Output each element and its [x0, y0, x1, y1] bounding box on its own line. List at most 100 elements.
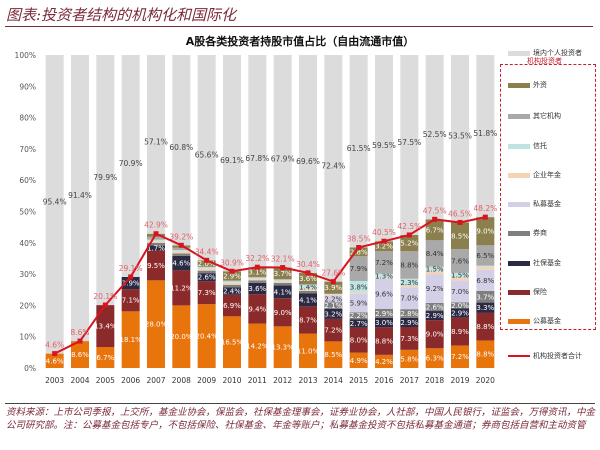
bar-segment — [375, 354, 393, 368]
total-data-label: 47.5% — [423, 206, 447, 215]
bar-data-label: 69.1% — [220, 156, 244, 165]
bar-data-label: 70.9% — [119, 159, 143, 168]
total-line-marker — [330, 279, 336, 285]
bar-segment — [324, 308, 343, 319]
legend-swatch — [508, 260, 530, 266]
bar-data-label: 3.6% — [299, 275, 317, 283]
total-data-label: 46.5% — [448, 209, 472, 218]
legend-label: 信托 — [533, 142, 547, 150]
bar-data-label: 7.1% — [122, 297, 140, 305]
bar-segment — [375, 317, 393, 328]
bar-data-label: 59.5% — [372, 141, 396, 150]
legend-item: 公募基金 — [508, 316, 561, 326]
legend-item-total: 机构投资者合计 — [508, 351, 582, 361]
total-data-label: 40.5% — [372, 228, 396, 237]
bar-segment — [197, 266, 216, 268]
bar-data-label: 2.0% — [198, 260, 216, 268]
total-data-label: 30.9% — [220, 258, 244, 267]
bar-segment — [375, 251, 393, 274]
bar-segment — [273, 298, 292, 327]
bar-segment — [273, 279, 292, 282]
legend-swatch — [508, 113, 530, 119]
bar-segment — [425, 320, 444, 349]
total-data-label: 38.5% — [347, 234, 371, 243]
bar-segment — [172, 247, 191, 250]
total-data-label: 27.6% — [321, 269, 345, 278]
x-tick-label: 2013 — [298, 376, 317, 385]
bar-data-label: 2.7% — [350, 320, 368, 328]
legend-label: 社保基金 — [533, 259, 561, 267]
bar-segment — [324, 281, 343, 294]
x-tick-label: 2009 — [197, 376, 216, 385]
bar-data-label: 5.9% — [350, 300, 368, 308]
x-tick-label: 2012 — [273, 376, 292, 385]
bar-data-label: 2.9% — [375, 310, 393, 318]
x-tick-label: 2010 — [222, 376, 241, 385]
bar-segment — [375, 308, 393, 318]
bar-data-label: 51.8% — [473, 129, 497, 138]
bar-segment — [425, 311, 444, 321]
bar-data-label: 2.4% — [223, 288, 241, 296]
bar-segment — [147, 280, 165, 368]
bar-segment — [451, 280, 469, 303]
bar-segment — [375, 277, 393, 279]
legend-group-label: 机构投资者 — [527, 57, 562, 65]
bar-segment — [197, 270, 216, 274]
bar-data-label: 3.9% — [122, 280, 140, 288]
bar-data-label: 3.7% — [476, 293, 494, 301]
footer-divider — [5, 403, 595, 404]
bar-data-label: 11.2% — [170, 284, 193, 292]
bar-segment — [147, 242, 165, 246]
bar-data-label: 28.0% — [145, 321, 168, 329]
bar-segment — [451, 345, 469, 368]
plot-area: 0% 10% 20% 30% 40% 50% 60% 70% 80% 90% 100% 2003 200… — [15, 51, 498, 385]
bar-data-label: 13.4% — [94, 323, 117, 331]
bar-segment — [147, 236, 165, 240]
y-tick-label: 30% — [19, 270, 36, 279]
x-tick-label: 2006 — [121, 376, 140, 385]
total-line-marker — [305, 270, 311, 276]
legend-swatch — [508, 289, 530, 295]
bar-segment — [299, 293, 317, 307]
bar-data-label: 2.9% — [400, 319, 418, 327]
bar-segment — [223, 284, 241, 288]
x-tick-label: 2007 — [146, 376, 165, 385]
bar-segment — [451, 308, 469, 318]
total-line-marker — [153, 231, 159, 237]
total-line-marker — [432, 216, 438, 222]
institutional-legend-box — [500, 64, 596, 330]
legend-swatch — [508, 172, 530, 178]
bar-segment — [223, 280, 241, 282]
bar-segment — [71, 55, 89, 342]
y-tick-label: 0% — [24, 364, 36, 373]
bar-data-label: 8.7% — [299, 316, 317, 324]
bar-data-label: 53.5% — [448, 132, 472, 141]
bar-data-label: 4.1% — [274, 288, 292, 296]
bar-data-label: 4.1% — [299, 296, 317, 304]
bar-segment — [476, 291, 495, 303]
legend-item: 其它机构 — [508, 111, 561, 121]
bar-data-label: 67.8% — [245, 154, 269, 163]
bar-data-label: 60.8% — [169, 143, 193, 152]
total-line-marker — [128, 274, 134, 280]
bar-data-label: 2.9% — [426, 312, 444, 320]
bar-segment — [96, 55, 115, 306]
total-line-marker — [77, 338, 83, 344]
bar-data-label: 8.4% — [426, 250, 444, 258]
total-line-marker — [457, 219, 463, 225]
legend-label: 私募基金 — [533, 200, 561, 208]
bar-segment — [248, 277, 267, 279]
bar-segment — [476, 269, 495, 292]
source-note: 资料来源：上市公司季报，上交所，基金业协会，保监会，社保基金理事会，证券业协会，… — [6, 407, 596, 431]
total-data-label: 4.6% — [45, 341, 64, 350]
bar-data-label: 2.9% — [451, 310, 469, 318]
bar-data-label: 2.6% — [426, 303, 444, 311]
bar-segment — [324, 341, 343, 368]
bar-data-label: 9.0% — [274, 309, 292, 317]
bar-data-label: 3.3% — [476, 304, 494, 312]
bar-segment — [324, 318, 343, 342]
bar-segment — [147, 245, 165, 251]
bar-data-label: 6.7% — [96, 354, 114, 362]
bar-segment — [425, 274, 444, 303]
